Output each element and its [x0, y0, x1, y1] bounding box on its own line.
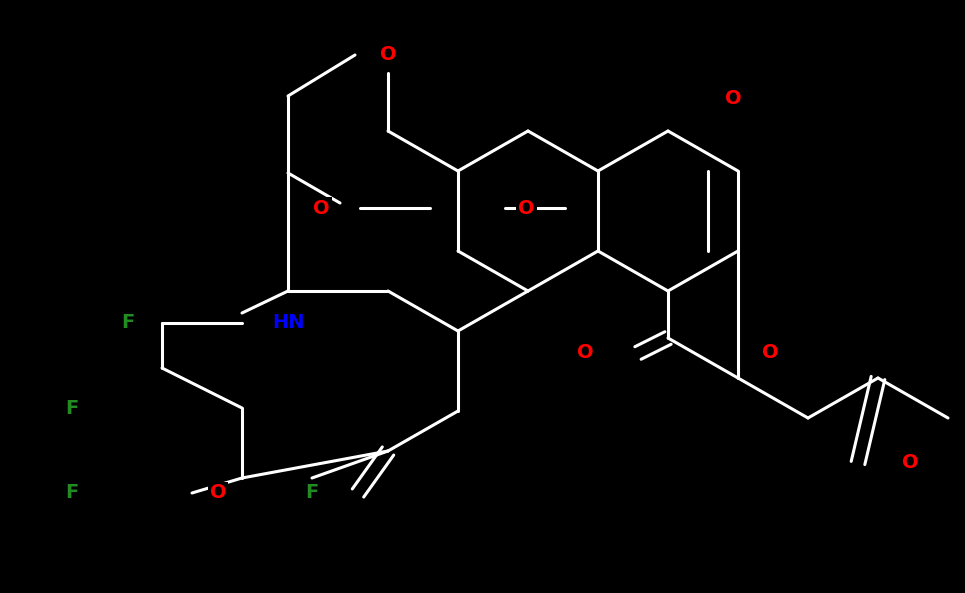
Text: O: O: [901, 454, 919, 473]
Text: O: O: [379, 46, 397, 65]
Text: F: F: [305, 483, 318, 502]
Text: O: O: [725, 88, 742, 107]
Text: F: F: [66, 398, 78, 417]
Text: F: F: [66, 483, 78, 502]
Text: O: O: [577, 343, 593, 362]
Text: O: O: [518, 199, 535, 218]
Text: O: O: [314, 199, 330, 218]
Text: HN: HN: [272, 314, 305, 333]
Text: O: O: [762, 343, 779, 362]
Text: F: F: [122, 314, 135, 333]
Text: O: O: [209, 483, 227, 502]
